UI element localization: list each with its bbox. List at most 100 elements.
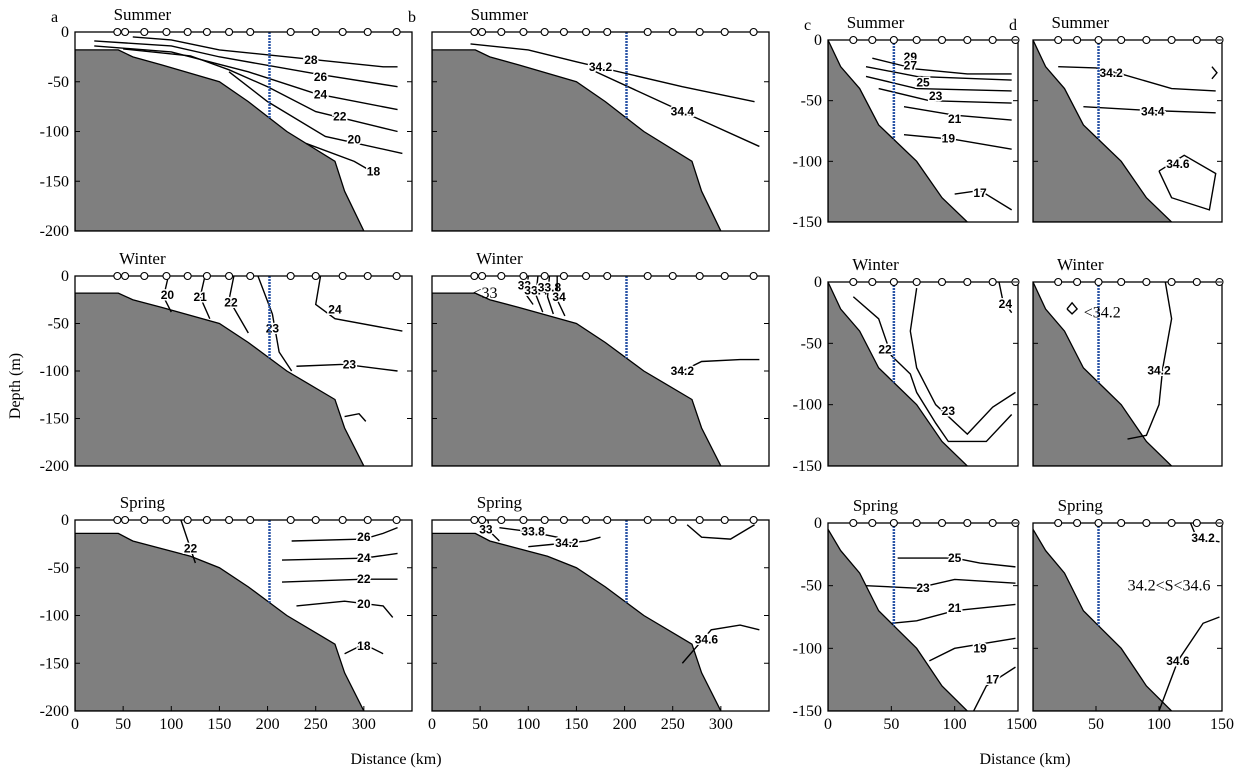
station-marker (478, 27, 487, 37)
station-marker (937, 518, 947, 528)
station-marker (1192, 35, 1201, 45)
station-marker (363, 271, 372, 281)
station-marker (363, 27, 372, 37)
station-marker (113, 27, 122, 37)
panel-plot-area: 25 23 21 19 17 (828, 523, 1016, 711)
contour-label: 22 (878, 342, 892, 356)
station-marker (988, 35, 997, 45)
panel-letter: b (408, 9, 416, 26)
contour-line (1066, 301, 1079, 315)
season-title: Winter (852, 255, 899, 274)
panel-frame (1032, 522, 1223, 712)
station-marker (912, 35, 921, 45)
x-tick-label: 150 (207, 716, 231, 733)
station-marker (497, 515, 506, 525)
station-marker (849, 277, 858, 287)
contour-label: 17 (986, 673, 1000, 687)
contour-line (1211, 66, 1218, 80)
station-marker (519, 515, 528, 525)
season-title: Spring (120, 493, 166, 512)
season-title: Spring (477, 493, 523, 512)
station-marker (478, 271, 487, 281)
station-marker (720, 271, 729, 281)
station-marker (286, 271, 295, 281)
contour-line (909, 288, 1016, 436)
station-marker (889, 35, 898, 45)
station-marker (643, 271, 652, 281)
y-tick-label: 0 (61, 268, 69, 285)
contour-line (470, 43, 755, 103)
contour-label: 34.6 (1166, 157, 1190, 171)
contour-line (344, 412, 367, 422)
station-marker (1142, 35, 1151, 45)
panel-d-spring: 34.2 34.6 34.2<S<34.6 0 50 100 150 Spring (1029, 496, 1234, 733)
contour-label: 22 (224, 296, 238, 310)
station-marker (1117, 277, 1126, 287)
contour-line (123, 48, 398, 133)
panel-plot-area: 22 26 24 22 20 18 (75, 520, 398, 711)
contour-label: 23 (343, 357, 357, 371)
station-marker (497, 271, 506, 281)
station-marker (338, 27, 347, 37)
station-marker (603, 27, 612, 37)
x-axis-title-right: Distance (km) (979, 751, 1070, 768)
contour-label: 23 (266, 321, 280, 335)
station-marker (749, 271, 758, 281)
panel-plot-area: 34.2 34.4 (432, 32, 760, 231)
y-tick-label: -100 (40, 363, 69, 380)
y-tick-label: 0 (61, 512, 69, 529)
station-marker (1073, 277, 1082, 287)
contour-line (525, 276, 534, 305)
contour-line (672, 358, 760, 377)
station-marker (519, 271, 528, 281)
station-marker (695, 271, 704, 281)
contour-line (257, 276, 293, 372)
station-marker (183, 27, 192, 37)
contour-line (281, 578, 398, 583)
station-marker (202, 27, 211, 37)
x-tick-label: 100 (1147, 716, 1171, 733)
station-marker (668, 27, 677, 37)
y-tick-label: -200 (40, 703, 69, 720)
contour-line (1158, 616, 1220, 711)
y-tick-label: -100 (40, 124, 69, 141)
station-marker (582, 515, 591, 525)
panel-frame (827, 522, 1019, 712)
panel-b-summer: 34.2 34.4 b Summer (408, 5, 770, 232)
panel-b-spring: 33 33.8 34.2 34.6 0 50 100 150 200 250 300 Spring (428, 493, 770, 733)
station-marker (720, 27, 729, 37)
station-marker (246, 27, 255, 37)
station-marker (286, 27, 295, 37)
station-marker (311, 515, 320, 525)
station-marker (1142, 518, 1151, 528)
contour-label: 34.2 (589, 60, 613, 74)
y-tick-label: -100 (793, 640, 822, 657)
station-marker (937, 277, 947, 287)
y-tick-label: 0 (814, 32, 822, 49)
x-tick-label: 150 (564, 716, 588, 733)
season-title: Winter (1057, 255, 1104, 274)
station-marker (749, 515, 758, 525)
station-marker (1094, 518, 1103, 528)
panel-letter: a (51, 9, 58, 26)
contour-label: 20 (161, 288, 175, 302)
station-marker (140, 27, 149, 37)
x-axis-title-left: Distance (km) (350, 751, 441, 768)
station-marker (113, 515, 122, 525)
seabed-topography (432, 532, 722, 711)
station-marker (582, 27, 591, 37)
station-marker (1192, 277, 1201, 287)
station-marker (225, 271, 234, 281)
contour-line (681, 624, 760, 664)
station-marker (470, 271, 479, 281)
panel-c-winter: 22 23 24 0 -50 -100 -150 Winter (793, 255, 1020, 475)
contour-line (686, 524, 755, 540)
panel-letter: d (1009, 17, 1017, 34)
contour-line (1058, 65, 1216, 92)
station-marker (286, 515, 295, 525)
y-tick-label: -150 (793, 703, 822, 720)
contour-line (973, 666, 1016, 711)
contour-label: 24 (328, 302, 342, 316)
